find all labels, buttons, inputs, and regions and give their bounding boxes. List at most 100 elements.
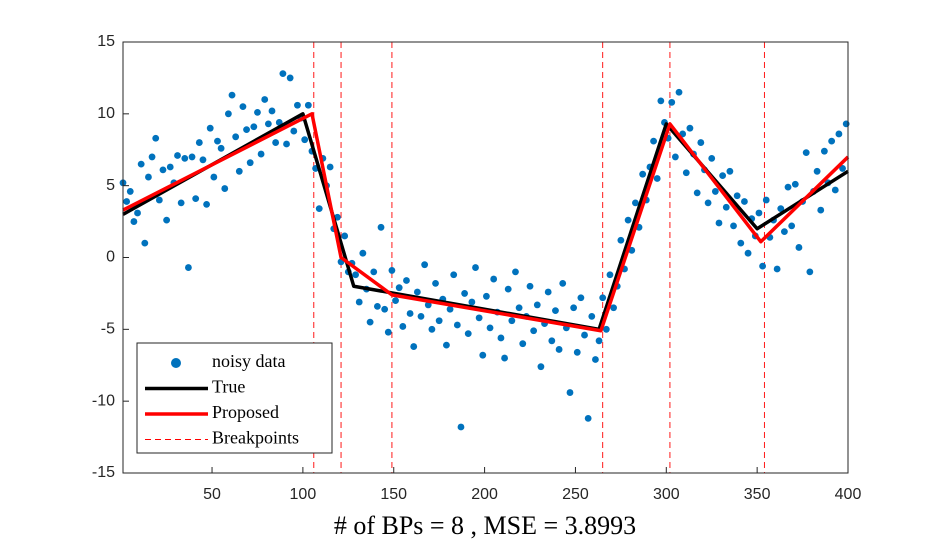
y-tick-label: 15 xyxy=(97,33,115,50)
data-point xyxy=(174,152,181,159)
data-point xyxy=(214,137,221,145)
data-point xyxy=(806,268,814,276)
data-point xyxy=(515,304,523,312)
data-point xyxy=(185,264,192,271)
data-point xyxy=(715,219,723,227)
data-point xyxy=(559,279,567,287)
data-point xyxy=(570,304,578,312)
data-point xyxy=(145,173,152,181)
data-point xyxy=(315,205,323,213)
y-tick-label: -10 xyxy=(92,392,115,409)
data-point xyxy=(671,153,679,161)
data-point xyxy=(435,317,443,325)
data-point xyxy=(777,205,785,213)
data-point xyxy=(272,139,280,146)
data-point xyxy=(399,323,407,330)
data-point xyxy=(210,173,218,181)
data-point xyxy=(377,223,385,231)
data-point xyxy=(722,203,730,211)
data-point xyxy=(453,321,461,329)
data-point xyxy=(166,163,174,171)
x-tick-label: 200 xyxy=(471,486,498,503)
data-point xyxy=(490,275,498,283)
data-point xyxy=(384,328,392,336)
data-point xyxy=(708,154,716,162)
data-point xyxy=(192,195,200,202)
data-point xyxy=(355,298,363,306)
data-point xyxy=(526,282,534,290)
data-point xyxy=(254,108,261,116)
data-point xyxy=(257,150,265,158)
x-tick-label: 300 xyxy=(653,486,680,503)
legend-label: noisy data xyxy=(212,351,286,371)
data-point xyxy=(148,153,156,161)
data-point xyxy=(595,337,603,345)
data-point xyxy=(842,120,850,128)
y-tick-label: -15 xyxy=(92,464,115,481)
data-point xyxy=(552,307,559,315)
data-point xyxy=(682,169,690,177)
data-point xyxy=(581,331,588,339)
data-point xyxy=(828,137,836,145)
data-point xyxy=(639,170,647,178)
data-point xyxy=(464,330,472,338)
data-point xyxy=(762,196,770,204)
data-point xyxy=(239,103,247,111)
data-point xyxy=(352,271,359,279)
data-point xyxy=(392,297,399,304)
data-point xyxy=(675,88,683,96)
data-point xyxy=(744,249,752,257)
data-point xyxy=(486,324,494,332)
data-point xyxy=(653,175,661,182)
data-point xyxy=(388,267,396,274)
data-point xyxy=(650,137,657,145)
data-point xyxy=(726,167,734,175)
data-point xyxy=(203,200,210,208)
data-point xyxy=(617,236,625,244)
data-point xyxy=(424,301,432,309)
data-point xyxy=(781,228,788,236)
legend: noisy data True Proposed Breakpoints xyxy=(136,342,333,454)
data-point xyxy=(602,325,610,333)
data-point xyxy=(497,334,505,342)
legend-label: True xyxy=(212,377,245,397)
data-point xyxy=(413,288,421,296)
series-line xyxy=(122,112,850,333)
data-point xyxy=(475,314,483,322)
data-point xyxy=(835,130,843,138)
data-point xyxy=(802,149,810,157)
data-point xyxy=(530,327,538,335)
data-point xyxy=(610,304,618,312)
data-point xyxy=(548,337,556,345)
data-point xyxy=(791,180,799,188)
data-point xyxy=(501,354,508,362)
data-point xyxy=(159,166,167,174)
data-point xyxy=(461,290,469,297)
data-point xyxy=(221,185,229,192)
data-point xyxy=(370,268,378,276)
data-point xyxy=(432,279,439,287)
data-point xyxy=(755,209,763,217)
data-point xyxy=(395,284,403,292)
data-point xyxy=(373,302,381,310)
data-point xyxy=(232,133,240,141)
x-tick-label: 100 xyxy=(290,486,317,503)
data-point xyxy=(283,140,290,148)
data-point xyxy=(457,423,465,431)
data-point xyxy=(224,110,232,118)
data-point xyxy=(512,268,519,276)
data-point xyxy=(417,313,425,320)
data-point xyxy=(719,172,727,180)
data-point xyxy=(537,363,545,371)
data-point xyxy=(813,167,821,175)
legend-label: Breakpoints xyxy=(212,428,299,448)
data-point xyxy=(235,167,243,175)
data-point xyxy=(163,216,171,224)
legend-box xyxy=(136,342,333,454)
y-tick-label: 10 xyxy=(97,105,115,122)
data-point xyxy=(697,139,705,146)
data-point xyxy=(704,199,712,207)
data-point xyxy=(573,348,581,356)
